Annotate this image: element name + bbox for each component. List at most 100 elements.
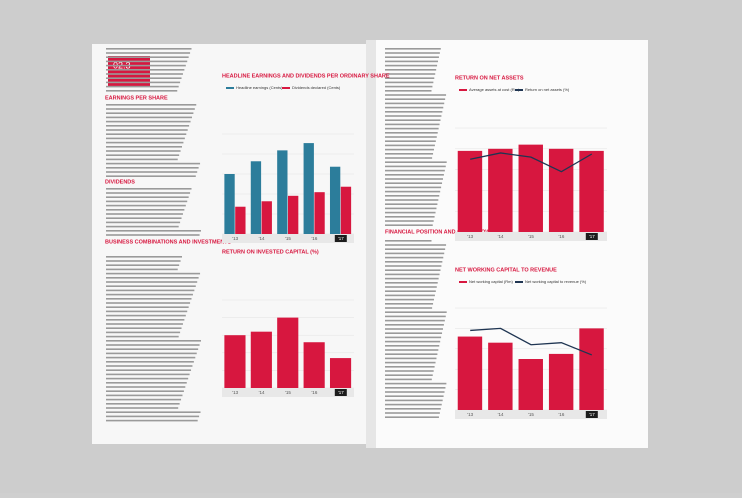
text-line xyxy=(106,352,197,355)
text-line xyxy=(106,217,182,219)
bar xyxy=(457,150,483,232)
text-line xyxy=(385,273,440,276)
text-line xyxy=(385,144,435,147)
text-line xyxy=(385,220,434,222)
text-line xyxy=(385,399,443,402)
text-line xyxy=(106,196,189,198)
line xyxy=(470,152,593,173)
heading: FINANCIAL POSITION AND CASH FLOW xyxy=(385,229,491,235)
gutter xyxy=(366,40,376,448)
legend-label: Net working capital to revenue (%) xyxy=(525,279,587,284)
text-line xyxy=(106,60,188,63)
text-line xyxy=(106,277,199,279)
legend-swatch xyxy=(515,89,523,91)
text-line xyxy=(385,336,442,339)
text-line xyxy=(106,73,183,75)
text-line xyxy=(106,104,197,106)
text-line xyxy=(385,256,444,259)
x-tick-label: '14 xyxy=(498,412,504,417)
category-axis xyxy=(222,234,354,243)
text-line xyxy=(385,157,433,159)
text-line xyxy=(385,52,440,54)
text-line xyxy=(385,240,432,242)
text-line xyxy=(106,268,178,271)
text-line xyxy=(385,174,444,176)
text-line xyxy=(106,150,181,152)
text-line xyxy=(106,344,200,346)
text-line xyxy=(385,366,435,368)
heading: BUSINESS COMBINATIONS AND INVESTMENTS xyxy=(105,239,232,245)
x-tick-label: '13 xyxy=(232,236,238,241)
text-line xyxy=(385,178,443,180)
text-line xyxy=(106,188,192,190)
text-line xyxy=(106,200,188,203)
text-line xyxy=(385,182,443,184)
text-line xyxy=(385,199,439,201)
text-line xyxy=(385,298,434,301)
text-line xyxy=(106,348,199,350)
text-line xyxy=(385,361,436,364)
text-line xyxy=(106,310,188,313)
text-line xyxy=(106,167,199,169)
bar xyxy=(579,328,604,410)
text-line xyxy=(385,416,439,418)
highlight xyxy=(585,233,598,240)
text-line xyxy=(385,140,436,142)
text-line xyxy=(385,353,438,355)
heading: DIVIDENDS xyxy=(105,179,135,185)
text-line xyxy=(385,382,447,385)
bar xyxy=(235,206,246,234)
text-line xyxy=(106,209,185,211)
x-tick-label: '17 xyxy=(589,412,595,417)
category-axis xyxy=(455,232,607,241)
text-line xyxy=(385,244,447,246)
text-line xyxy=(106,272,201,275)
bar xyxy=(340,186,352,234)
bar xyxy=(329,166,341,234)
chart-title: RETURN ON NET ASSETS xyxy=(455,75,524,81)
highlight xyxy=(334,235,347,242)
text-line xyxy=(106,120,191,123)
text-line xyxy=(106,192,191,194)
text-line xyxy=(106,162,201,165)
text-line xyxy=(385,64,438,67)
legend-label: Return on net assets (%) xyxy=(525,87,570,92)
text-line xyxy=(106,331,181,334)
text-line xyxy=(385,395,444,397)
text-line xyxy=(385,48,441,50)
text-line xyxy=(385,303,434,305)
text-line xyxy=(106,369,192,371)
bar xyxy=(250,331,272,388)
text-line xyxy=(106,293,193,296)
bar xyxy=(488,342,513,410)
text-line xyxy=(106,382,187,384)
text-line xyxy=(106,403,180,405)
text-line xyxy=(385,98,446,100)
text-line xyxy=(385,370,434,372)
text-line xyxy=(385,224,433,226)
bar xyxy=(250,161,262,234)
bar xyxy=(457,336,483,410)
text-line xyxy=(385,148,434,151)
chart-title: HEADLINE EARNINGS AND DIVIDENDS PER ORDI… xyxy=(222,73,390,79)
text-line xyxy=(106,323,183,325)
text-line xyxy=(385,412,440,414)
x-tick-label: '14 xyxy=(259,236,265,241)
text-line xyxy=(385,286,437,288)
x-tick-label: '13 xyxy=(467,412,473,417)
text-line xyxy=(385,77,435,79)
text-line xyxy=(385,340,441,343)
text-line xyxy=(106,52,191,54)
x-tick-label: '15 xyxy=(285,236,291,241)
text-line xyxy=(385,153,434,155)
text-line xyxy=(106,129,188,131)
line xyxy=(470,327,593,356)
text-line xyxy=(385,269,441,271)
text-line xyxy=(106,81,181,84)
text-line xyxy=(106,319,185,321)
bar xyxy=(329,358,352,388)
text-line xyxy=(106,327,182,329)
text-line xyxy=(106,213,183,215)
text-line xyxy=(106,365,193,367)
